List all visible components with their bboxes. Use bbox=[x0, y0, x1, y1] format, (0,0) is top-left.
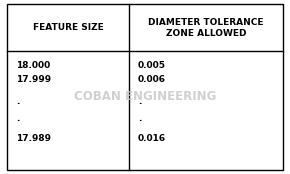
Text: 18.000: 18.000 bbox=[16, 61, 50, 70]
Text: DIAMETER TOLERANCE
ZONE ALLOWED: DIAMETER TOLERANCE ZONE ALLOWED bbox=[148, 18, 264, 38]
Text: FEATURE SIZE: FEATURE SIZE bbox=[33, 23, 104, 32]
Text: 17.989: 17.989 bbox=[16, 135, 51, 143]
Text: 0.016: 0.016 bbox=[138, 135, 166, 143]
Text: COBAN ENGINEERING: COBAN ENGINEERING bbox=[74, 90, 216, 103]
Text: 0.005: 0.005 bbox=[138, 61, 166, 70]
Text: 0.006: 0.006 bbox=[138, 75, 166, 84]
Text: .: . bbox=[16, 97, 19, 106]
Text: .: . bbox=[138, 97, 141, 106]
Text: .: . bbox=[16, 114, 19, 123]
Text: 17.999: 17.999 bbox=[16, 75, 51, 84]
Text: .: . bbox=[138, 114, 141, 123]
